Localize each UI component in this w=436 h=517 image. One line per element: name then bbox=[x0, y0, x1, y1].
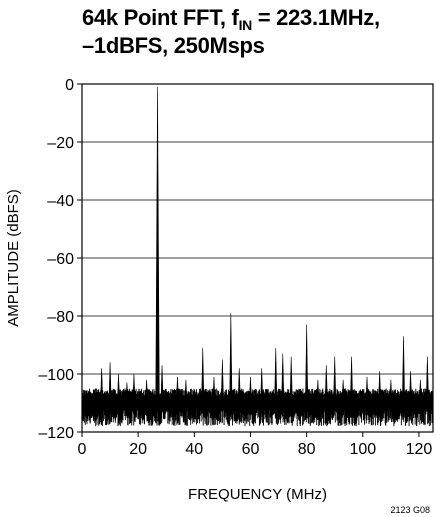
x-tick-label: 0 bbox=[78, 441, 87, 458]
chart-title: 64k Point FFT, fIN = 223.1MHz, –1dBFS, 2… bbox=[82, 4, 432, 60]
spur-peak bbox=[274, 347, 278, 404]
spur-peak bbox=[184, 379, 188, 404]
chart-title-line-2: –1dBFS, 250Msps bbox=[82, 33, 265, 58]
x-tick-label: 80 bbox=[298, 441, 316, 458]
y-tick-label: 0 bbox=[65, 77, 74, 94]
spur-peak bbox=[201, 347, 205, 404]
spur-peak bbox=[100, 368, 104, 404]
y-tick-label: –40 bbox=[47, 193, 74, 210]
x-tick-label: 100 bbox=[349, 441, 376, 458]
spur-peak bbox=[229, 313, 233, 404]
chart-title-line-1: 64k Point FFT, fIN = 223.1MHz, bbox=[82, 4, 432, 32]
spur-peak bbox=[389, 379, 393, 404]
x-tick-label: 60 bbox=[242, 441, 260, 458]
x-tick-label: 120 bbox=[406, 441, 433, 458]
spur-peak bbox=[333, 356, 337, 404]
spur-peak bbox=[175, 376, 179, 404]
x-tick-label: 20 bbox=[129, 441, 147, 458]
spur-peak bbox=[350, 356, 354, 404]
spur-peak bbox=[316, 379, 320, 404]
y-axis-ticks: 0 –20 –40 –60 –80 –100 –120 bbox=[38, 77, 82, 442]
spur-peak bbox=[365, 376, 369, 404]
x-axis-ticks: 0 20 40 60 80 100 120 bbox=[78, 432, 433, 458]
spur-peak bbox=[116, 373, 121, 404]
spur-peak bbox=[248, 376, 252, 404]
y-tick-label: –20 bbox=[47, 135, 74, 152]
y-axis-title: AMPLITUDE (dBFS) bbox=[5, 189, 22, 327]
spur-peak bbox=[418, 379, 422, 404]
spur-peak bbox=[289, 356, 293, 404]
spur-peak bbox=[324, 365, 328, 404]
spectrum-spurs bbox=[100, 86, 429, 404]
spur-peak bbox=[378, 371, 382, 404]
spur-peak bbox=[220, 359, 224, 404]
spur-peak bbox=[425, 356, 429, 404]
spur-peak bbox=[212, 376, 216, 404]
spur-peak bbox=[125, 382, 129, 404]
spur-peak bbox=[145, 379, 149, 404]
spur-peak bbox=[281, 353, 285, 404]
spur-peak bbox=[160, 365, 164, 404]
chart-title-suffix: = 223.1MHz, bbox=[251, 5, 380, 30]
y-tick-label: –80 bbox=[47, 309, 74, 326]
grid-lines bbox=[82, 141, 433, 375]
spur-peak bbox=[305, 324, 309, 404]
y-tick-label: –100 bbox=[38, 367, 74, 384]
spur-peak bbox=[341, 379, 345, 404]
spur-peak bbox=[108, 362, 112, 404]
y-tick-label: –120 bbox=[38, 425, 74, 442]
chart-title-subscript: IN bbox=[238, 17, 253, 33]
x-tick-label: 40 bbox=[185, 441, 203, 458]
spur-peak bbox=[237, 368, 241, 404]
x-axis-title: FREQUENCY (MHz) bbox=[188, 486, 327, 503]
spur-peak bbox=[260, 368, 264, 404]
spur-peak bbox=[155, 86, 160, 404]
chart-title-prefix: 64k Point FFT, f bbox=[82, 5, 239, 30]
spur-peak bbox=[402, 336, 406, 404]
spur-peak bbox=[132, 373, 136, 404]
spur-peak bbox=[409, 371, 413, 404]
figure-id: 2123 G08 bbox=[390, 505, 430, 515]
y-tick-label: –60 bbox=[47, 251, 74, 268]
